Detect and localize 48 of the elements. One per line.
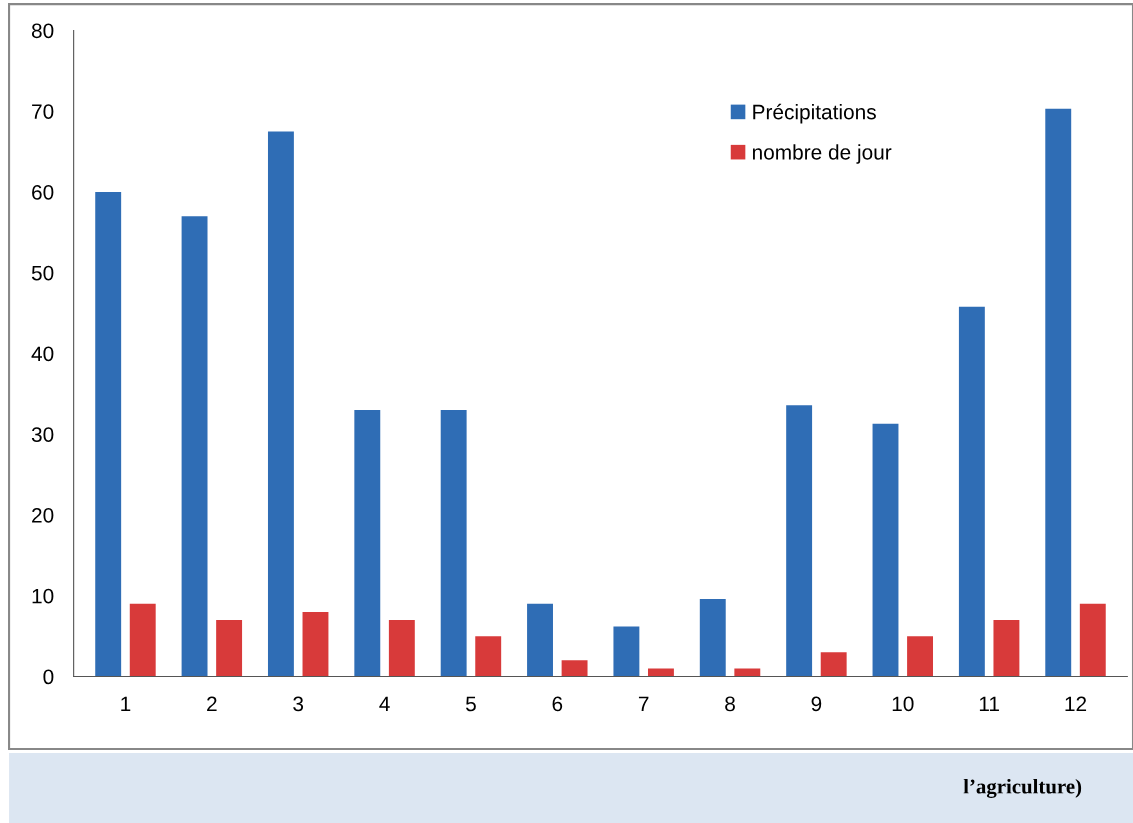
bar [527,603,553,677]
y-tick-label: 30 [31,427,54,442]
bar [613,626,640,677]
legend-label: Précipitations [753,103,876,124]
bar [647,668,674,677]
y-tick-label: 0 [43,669,54,685]
bar [181,216,208,677]
y-tick-label: 50 [31,265,54,281]
bar [993,619,1020,677]
bar [699,598,726,677]
x-tick-label: 2 [207,696,217,712]
bar [475,636,502,677]
bar [820,652,847,677]
x-tick-label: 6 [552,696,563,712]
y-tick-label: 80 [31,23,54,39]
bar [786,405,813,677]
x-tick-label: 3 [293,696,304,712]
y-tick-label: 20 [32,507,54,523]
y-tick-label: 60 [32,184,54,200]
x-tick-label: 9 [811,696,822,712]
x-tick-label: 10 [892,696,914,712]
bar [958,306,985,677]
bar [1079,603,1106,677]
bar [95,191,122,677]
bar [907,636,934,677]
y-tick-label: 10 [32,588,54,604]
bar [302,611,329,677]
x-tick-label: 11 [979,696,999,712]
bar [1045,108,1072,677]
x-tick-label: 1 [121,696,131,712]
x-tick-label: 7 [638,696,649,712]
x-tick-label: 8 [725,696,735,712]
x-tick-label: 4 [379,696,390,712]
y-tick-label: 70 [32,104,54,119]
x-tick-label: 12 [1065,696,1087,712]
legend-label: nombre de jour [752,144,892,164]
bar [216,619,243,677]
bar [388,619,415,677]
text: l’agriculture) [963,778,1082,798]
x-tick-label: 5 [465,696,476,712]
bar [440,410,467,677]
bar [734,668,761,677]
y-tick-label: 40 [31,346,54,362]
bar [129,603,156,677]
bar [354,410,381,677]
bar [872,423,899,677]
bar [267,131,294,677]
bar [561,660,588,677]
